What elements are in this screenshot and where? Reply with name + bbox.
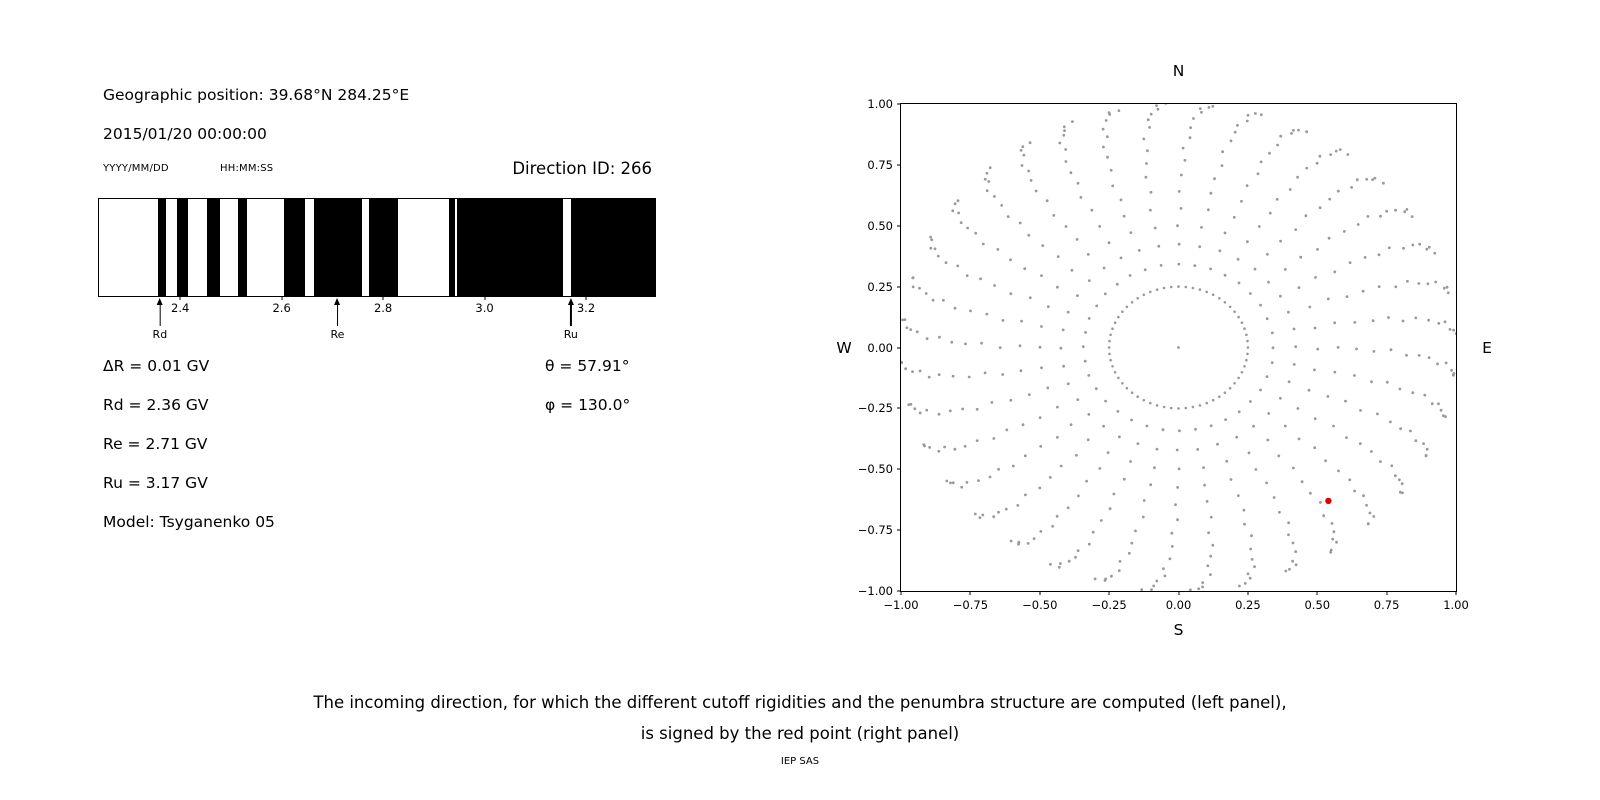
- forbidden-band: [157, 199, 167, 296]
- ru-value: Ru = 3.17 GV: [103, 474, 208, 492]
- y-tick: [897, 529, 901, 531]
- y-tick-label: −0.25: [857, 401, 893, 416]
- compass-west-label: W: [836, 338, 852, 357]
- time-format-hint: HH:MM:SS: [220, 163, 274, 174]
- y-tick: [897, 590, 901, 592]
- phi-value: φ = 130.0°: [545, 396, 631, 414]
- rigidity-tick: [382, 297, 384, 300]
- forbidden-band: [570, 199, 655, 296]
- x-tick: [1178, 591, 1179, 595]
- x-tick-label: 0.00: [1165, 598, 1192, 612]
- y-tick-label: −1.00: [857, 584, 893, 598]
- forbidden-band: [449, 199, 455, 296]
- x-tick-label: 0.75: [1373, 598, 1400, 612]
- caption-line-2: is signed by the red point (right panel): [640, 724, 960, 743]
- arrow-label: Rd: [152, 328, 168, 341]
- rigidity-tick: [179, 297, 181, 300]
- forbidden-band: [284, 199, 306, 296]
- y-tick-label: −0.75: [857, 523, 893, 538]
- forbidden-band: [314, 199, 363, 296]
- rigidity-tick-label: 2.4: [171, 301, 190, 315]
- figure-caption: The incoming direction, for which the di…: [0, 687, 1600, 749]
- forbidden-band: [177, 199, 188, 296]
- rigidity-tick-label: 3.0: [475, 301, 494, 315]
- compass-south-label: S: [1173, 621, 1184, 639]
- x-tick-label: −1.00: [883, 598, 919, 612]
- penumbra-chart: 2.4 2.6 2.8 3.0 3.2 Rd Re Ru: [98, 198, 656, 348]
- arrow-shaft: [159, 305, 161, 326]
- selected-direction-point: [1325, 497, 1332, 505]
- x-tick-label: −0.50: [1022, 598, 1058, 612]
- y-tick-label: 0.25: [867, 279, 893, 294]
- theta-value: θ = 57.91°: [545, 357, 630, 375]
- forbidden-band: [457, 199, 563, 296]
- compass-east-label: E: [1482, 338, 1492, 357]
- y-tick: [897, 407, 901, 409]
- rigidity-marker-ru: Ru: [564, 298, 578, 341]
- arrow-label: Re: [330, 328, 345, 341]
- x-tick: [1316, 591, 1318, 595]
- x-tick: [1247, 591, 1249, 595]
- date-format-hint: YYYY/MM/DD: [103, 163, 169, 174]
- arrow-shaft: [336, 305, 339, 326]
- delta-r-value: ΔR = 0.01 GV: [103, 357, 210, 375]
- x-tick: [900, 591, 902, 595]
- y-tick-label: 1.00: [867, 97, 893, 111]
- arrow-label: Ru: [563, 328, 578, 341]
- x-tick: [1386, 591, 1388, 595]
- x-tick: [1108, 591, 1110, 595]
- y-tick-label: 0.00: [867, 340, 893, 355]
- geo-position-text: Geographic position: 39.68°N 284.25°E: [103, 86, 410, 104]
- credit-text: IEP SAS: [780, 756, 820, 767]
- rigidity-marker-re: Re: [330, 298, 345, 341]
- y-tick-label: 0.50: [867, 218, 893, 233]
- rigidity-tick-label: 3.2: [576, 301, 596, 315]
- rigidity-marker-rd: Rd: [152, 298, 168, 341]
- y-tick-label: 0.75: [867, 157, 893, 172]
- y-tick: [897, 164, 901, 166]
- x-tick-label: −0.75: [952, 598, 989, 612]
- x-tick: [1039, 591, 1041, 595]
- x-tick-label: −0.25: [1091, 598, 1127, 612]
- y-tick: [897, 225, 901, 227]
- y-tick: [897, 468, 901, 470]
- x-tick: [1455, 591, 1457, 595]
- arrow-up-icon: [334, 298, 341, 305]
- forbidden-band: [206, 199, 220, 296]
- x-tick-label: 0.50: [1304, 598, 1331, 612]
- direction-id-text: Direction ID: 266: [512, 159, 652, 178]
- y-tick: [897, 286, 901, 288]
- direction-map-plot: −1.00 −0.75 −0.50 −0.25 0.00 0.25 0.50 0.75 1.00…: [836, 62, 1492, 639]
- compass-north-label: N: [1172, 62, 1185, 80]
- forbidden-band: [368, 199, 398, 296]
- model-name: Model: Tsyganenko 05: [103, 513, 275, 531]
- rigidity-tick: [281, 297, 283, 300]
- rigidity-tick: [484, 297, 486, 300]
- rigidity-tick-label: 2.8: [373, 301, 393, 315]
- forbidden-band: [238, 199, 248, 296]
- arrow-up-icon: [156, 298, 163, 305]
- direction-dots-svg: [901, 104, 1456, 591]
- penumbra-axis: 2.4 2.6 2.8 3.0 3.2 Rd Re Ru: [98, 297, 654, 347]
- x-tick-label: 0.25: [1235, 598, 1261, 612]
- re-value: Re = 2.71 GV: [103, 435, 208, 453]
- rd-value: Rd = 2.36 GV: [103, 396, 209, 414]
- rigidity-tick-label: 2.6: [272, 301, 291, 315]
- penumbra-bar-plot: [98, 198, 656, 297]
- y-tick-label: −0.50: [857, 462, 893, 477]
- y-tick: [897, 347, 901, 348]
- y-tick: [897, 103, 901, 105]
- rigidity-tick: [585, 297, 587, 300]
- x-tick-label: 1.00: [1443, 598, 1469, 612]
- x-tick: [969, 591, 971, 595]
- arrow-up-icon: [567, 298, 574, 305]
- caption-line-1: The incoming direction, for which the di…: [313, 693, 1287, 712]
- datetime-text: 2015/01/20 00:00:00: [103, 125, 267, 143]
- arrow-shaft: [570, 305, 572, 326]
